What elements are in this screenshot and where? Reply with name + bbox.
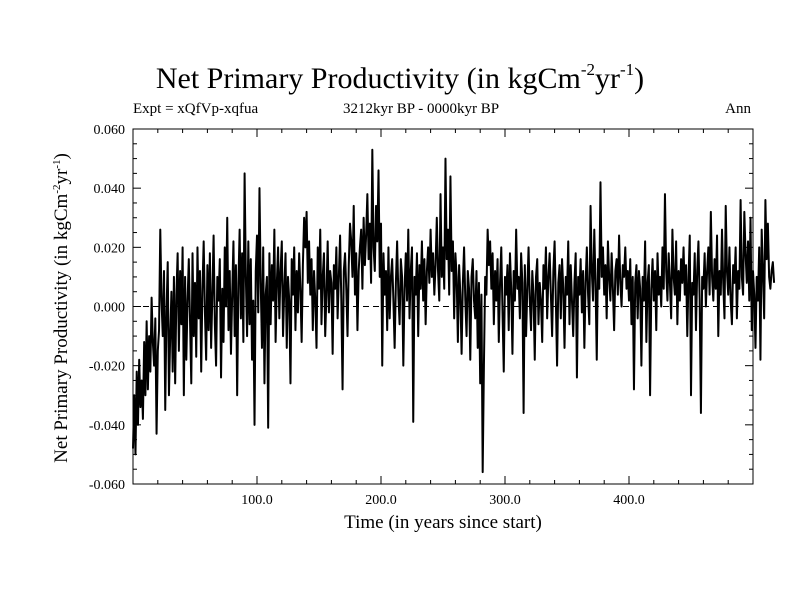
y-axis-ticks: -0.060 -0.040 -0.020 0.000 0.020 0.040 0.060 <box>89 123 753 493</box>
x-tick-label: 300.0 <box>489 493 521 508</box>
experiment-label: Expt = xQfVp-xqfua <box>133 101 259 117</box>
y-tick-label: 0.040 <box>94 182 126 197</box>
x-tick-label: 400.0 <box>613 493 645 508</box>
y-tick-label: 0.020 <box>94 241 126 256</box>
y-tick-label: -0.060 <box>89 478 125 493</box>
season-label: Ann <box>725 101 751 117</box>
period-label: 3212kyr BP - 0000kyr BP <box>343 101 500 117</box>
y-tick-label: 0.000 <box>94 301 126 316</box>
y-tick-label: -0.020 <box>89 360 125 375</box>
y-tick-label: 0.060 <box>94 123 126 138</box>
x-axis-ticks: 100.0 200.0 300.0 400.0 <box>157 129 729 508</box>
y-tick-label: -0.040 <box>89 419 125 434</box>
x-axis-label: Time (in years since start) <box>344 512 542 533</box>
series-line <box>132 148 776 474</box>
x-tick-label: 100.0 <box>241 493 273 508</box>
x-tick-label: 200.0 <box>365 493 397 508</box>
chart-title: Net Primary Productivity (in kgCm-2yr-1) <box>155 60 645 95</box>
